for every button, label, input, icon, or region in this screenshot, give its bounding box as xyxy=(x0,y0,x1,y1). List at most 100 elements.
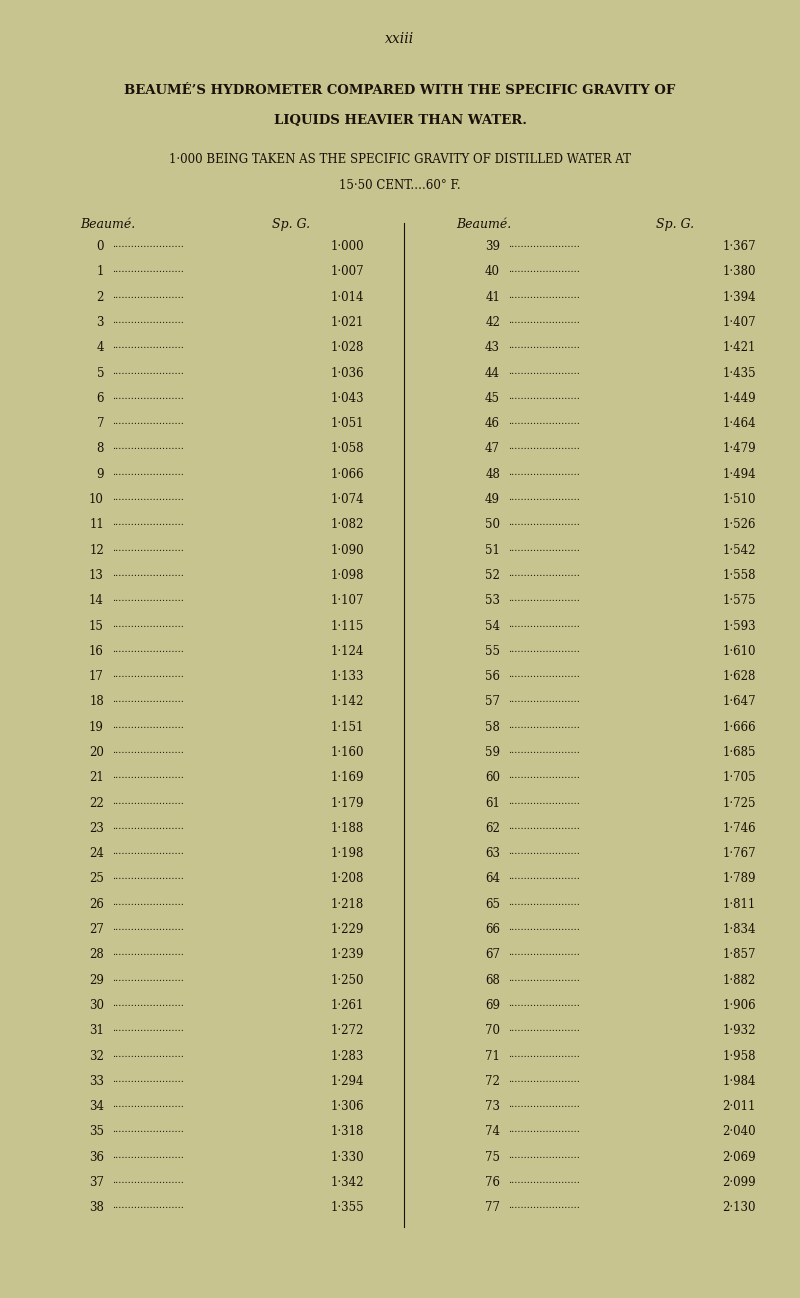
Text: 1·043: 1·043 xyxy=(330,392,364,405)
Text: .......................: ....................... xyxy=(112,645,184,654)
Text: .......................: ....................... xyxy=(112,443,184,452)
Text: 1·593: 1·593 xyxy=(722,619,756,632)
Text: 1·526: 1·526 xyxy=(722,518,756,531)
Text: 3: 3 xyxy=(97,315,104,328)
Text: .......................: ....................... xyxy=(508,594,580,604)
Text: 1·542: 1·542 xyxy=(722,544,756,557)
Text: 75: 75 xyxy=(485,1151,500,1164)
Text: 15: 15 xyxy=(89,619,104,632)
Text: Beaumé.: Beaumé. xyxy=(80,218,135,231)
Text: .......................: ....................... xyxy=(508,493,580,502)
Text: 1·198: 1·198 xyxy=(330,848,364,861)
Text: 74: 74 xyxy=(485,1125,500,1138)
Text: .......................: ....................... xyxy=(112,341,184,350)
Text: 31: 31 xyxy=(89,1024,104,1037)
Text: 22: 22 xyxy=(90,797,104,810)
Text: .......................: ....................... xyxy=(112,366,184,375)
Text: 1·082: 1·082 xyxy=(330,518,364,531)
Text: 35: 35 xyxy=(89,1125,104,1138)
Text: 52: 52 xyxy=(485,569,500,582)
Text: 1·767: 1·767 xyxy=(722,848,756,861)
Text: .......................: ....................... xyxy=(112,315,184,324)
Text: 46: 46 xyxy=(485,417,500,430)
Text: 1·066: 1·066 xyxy=(330,467,364,480)
Text: 1·647: 1·647 xyxy=(722,696,756,709)
Text: 2·040: 2·040 xyxy=(722,1125,756,1138)
Text: 1·098: 1·098 xyxy=(330,569,364,582)
Text: 20: 20 xyxy=(89,746,104,759)
Text: 1·435: 1·435 xyxy=(722,366,756,379)
Text: 1·575: 1·575 xyxy=(722,594,756,607)
Text: 68: 68 xyxy=(485,974,500,986)
Text: 67: 67 xyxy=(485,949,500,962)
Text: 1·051: 1·051 xyxy=(330,417,364,430)
Text: 1·510: 1·510 xyxy=(722,493,756,506)
Text: 51: 51 xyxy=(485,544,500,557)
Text: 1·036: 1·036 xyxy=(330,366,364,379)
Text: 42: 42 xyxy=(485,315,500,328)
Text: .......................: ....................... xyxy=(508,315,580,324)
Text: 26: 26 xyxy=(89,898,104,911)
Text: 70: 70 xyxy=(485,1024,500,1037)
Text: .......................: ....................... xyxy=(508,417,580,426)
Text: 1·380: 1·380 xyxy=(722,265,756,279)
Text: 16: 16 xyxy=(89,645,104,658)
Text: 23: 23 xyxy=(89,822,104,835)
Text: 1·218: 1·218 xyxy=(330,898,364,911)
Text: 1·058: 1·058 xyxy=(330,443,364,456)
Text: .......................: ....................... xyxy=(112,1101,184,1108)
Text: .......................: ....................... xyxy=(112,240,184,249)
Text: 1·355: 1·355 xyxy=(330,1202,364,1215)
Text: 11: 11 xyxy=(90,518,104,531)
Text: 1·107: 1·107 xyxy=(330,594,364,607)
Text: 41: 41 xyxy=(485,291,500,304)
Text: 65: 65 xyxy=(485,898,500,911)
Text: 1·494: 1·494 xyxy=(722,467,756,480)
Text: 8: 8 xyxy=(97,443,104,456)
Text: .......................: ....................... xyxy=(112,949,184,958)
Text: Sp. G.: Sp. G. xyxy=(272,218,310,231)
Text: 25: 25 xyxy=(89,872,104,885)
Text: 1·151: 1·151 xyxy=(330,720,364,733)
Text: .......................: ....................... xyxy=(112,771,184,780)
Text: .......................: ....................... xyxy=(112,518,184,527)
Text: 1·906: 1·906 xyxy=(722,999,756,1012)
Text: 12: 12 xyxy=(90,544,104,557)
Text: 1·124: 1·124 xyxy=(330,645,364,658)
Text: 56: 56 xyxy=(485,670,500,683)
Text: 1·685: 1·685 xyxy=(722,746,756,759)
Text: 73: 73 xyxy=(485,1101,500,1114)
Text: .......................: ....................... xyxy=(508,1024,580,1033)
Text: 19: 19 xyxy=(89,720,104,733)
Text: 1·160: 1·160 xyxy=(330,746,364,759)
Text: .......................: ....................... xyxy=(112,999,184,1009)
Text: 27: 27 xyxy=(89,923,104,936)
Text: .......................: ....................... xyxy=(112,417,184,426)
Text: 13: 13 xyxy=(89,569,104,582)
Text: 1·746: 1·746 xyxy=(722,822,756,835)
Text: 58: 58 xyxy=(485,720,500,733)
Text: 10: 10 xyxy=(89,493,104,506)
Text: .......................: ....................... xyxy=(508,1101,580,1108)
Text: .......................: ....................... xyxy=(112,291,184,300)
Text: 9: 9 xyxy=(97,467,104,480)
Text: 1·394: 1·394 xyxy=(722,291,756,304)
Text: 50: 50 xyxy=(485,518,500,531)
Text: .......................: ....................... xyxy=(112,872,184,881)
Text: 21: 21 xyxy=(90,771,104,784)
Text: 1·479: 1·479 xyxy=(722,443,756,456)
Text: 1·811: 1·811 xyxy=(722,898,756,911)
Text: 24: 24 xyxy=(89,848,104,861)
Text: 0: 0 xyxy=(97,240,104,253)
Text: Beaumé.: Beaumé. xyxy=(456,218,511,231)
Text: 1·367: 1·367 xyxy=(722,240,756,253)
Text: 1·169: 1·169 xyxy=(330,771,364,784)
Text: 49: 49 xyxy=(485,493,500,506)
Text: 1·090: 1·090 xyxy=(330,544,364,557)
Text: 1·407: 1·407 xyxy=(722,315,756,328)
Text: 53: 53 xyxy=(485,594,500,607)
Text: .......................: ....................... xyxy=(508,619,580,628)
Text: 14: 14 xyxy=(89,594,104,607)
Text: .......................: ....................... xyxy=(112,1050,184,1059)
Text: .......................: ....................... xyxy=(508,696,580,705)
